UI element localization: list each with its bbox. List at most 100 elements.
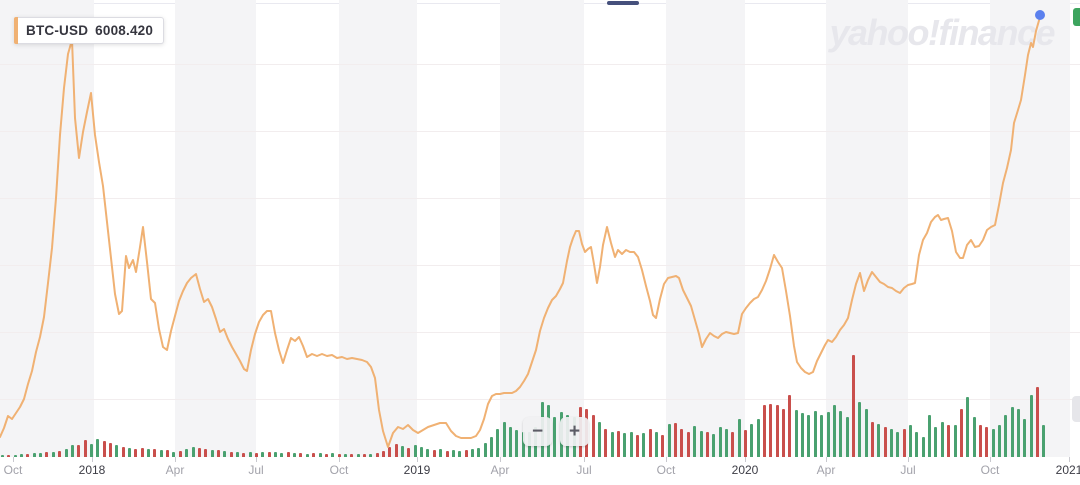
volume-bar bbox=[509, 427, 512, 457]
volume-bar bbox=[991, 429, 995, 457]
volume-bar bbox=[312, 453, 316, 457]
volume-bar bbox=[629, 432, 633, 457]
volume-bar bbox=[597, 422, 601, 457]
x-axis-tick bbox=[826, 457, 827, 462]
volume-bar bbox=[1042, 425, 1046, 457]
x-axis-tick bbox=[256, 457, 257, 462]
volume-bar bbox=[718, 427, 722, 457]
volume-bar bbox=[375, 453, 379, 457]
x-axis-tick bbox=[417, 457, 418, 462]
volume-bar bbox=[661, 435, 665, 457]
volume-bar bbox=[255, 453, 258, 457]
volume-bar bbox=[197, 448, 201, 457]
volume-bar bbox=[305, 454, 309, 457]
volume-bar bbox=[610, 432, 614, 457]
volume-bar bbox=[489, 437, 493, 457]
volume-bar bbox=[121, 447, 125, 457]
volume-bar bbox=[934, 427, 938, 457]
volume-bar bbox=[439, 449, 443, 457]
volume-bar bbox=[966, 397, 970, 457]
volume-bar bbox=[693, 426, 697, 457]
volume-bar bbox=[26, 454, 30, 457]
volume-bar bbox=[623, 433, 627, 457]
volume-bar bbox=[1, 455, 4, 457]
tooltip-accent-bar bbox=[14, 17, 18, 44]
volume-bar bbox=[407, 448, 411, 457]
volume-bar bbox=[13, 455, 17, 457]
volume-bar bbox=[756, 419, 760, 457]
volume-bar bbox=[705, 432, 709, 457]
volume-bar bbox=[794, 410, 798, 457]
volume-bar bbox=[318, 453, 322, 457]
x-axis-tick bbox=[1069, 457, 1070, 462]
x-axis-tick bbox=[13, 457, 14, 462]
volume-bar bbox=[699, 431, 703, 457]
volume-bar bbox=[166, 450, 170, 457]
volume-bar bbox=[39, 453, 43, 457]
volume-bar bbox=[997, 425, 1001, 457]
volume-bar bbox=[445, 451, 449, 457]
volume-bar bbox=[1036, 387, 1040, 457]
volume-bar bbox=[750, 424, 754, 457]
volume-bar bbox=[362, 454, 366, 457]
volume-bar bbox=[864, 409, 868, 457]
volume-bar bbox=[426, 449, 430, 457]
right-edge-handle[interactable] bbox=[1072, 396, 1080, 422]
volume-bar bbox=[128, 448, 131, 457]
volume-bar bbox=[902, 429, 906, 457]
volume-bar bbox=[324, 454, 328, 457]
volume-bar bbox=[1023, 419, 1027, 457]
x-axis-label: 2018 bbox=[78, 463, 106, 477]
quarter-band bbox=[339, 0, 417, 457]
price-line bbox=[0, 16, 1041, 448]
volume-bar bbox=[642, 433, 646, 457]
volume-bar bbox=[940, 422, 944, 457]
volume-bar bbox=[102, 441, 106, 457]
volume-bar bbox=[153, 449, 157, 457]
x-axis-label: Apr bbox=[165, 463, 185, 477]
volume-bar bbox=[280, 453, 284, 457]
volume-bar bbox=[51, 452, 55, 457]
zoom-controls: − + bbox=[523, 417, 589, 446]
volume-bar bbox=[737, 419, 741, 457]
volume-bar bbox=[655, 432, 659, 457]
volume-bar bbox=[242, 453, 246, 457]
volume-bar bbox=[343, 454, 347, 457]
x-axis-label: 2019 bbox=[403, 463, 431, 477]
top-scrollbar-thumb[interactable] bbox=[607, 1, 639, 5]
volume-bar bbox=[394, 444, 398, 457]
zoom-out-button[interactable]: − bbox=[523, 417, 552, 446]
gridline bbox=[0, 399, 1080, 400]
volume-bar bbox=[7, 455, 11, 457]
volume-bar bbox=[648, 429, 652, 457]
volume-bar bbox=[909, 425, 913, 457]
volume-bar bbox=[458, 451, 462, 457]
volume-bar bbox=[58, 451, 62, 457]
zoom-in-button[interactable]: + bbox=[560, 417, 589, 446]
volume-bar bbox=[134, 449, 138, 457]
volume-bar bbox=[235, 452, 239, 457]
volume-bar bbox=[293, 453, 297, 457]
tooltip-box: BTC-USD 6008.420 bbox=[18, 17, 165, 44]
volume-bar bbox=[915, 432, 919, 457]
volume-bar bbox=[299, 453, 303, 457]
volume-bar bbox=[1010, 407, 1014, 457]
volume-bar bbox=[89, 444, 93, 457]
volume-bar bbox=[401, 446, 405, 457]
x-axis-tick bbox=[339, 457, 340, 462]
volume-bar bbox=[496, 429, 500, 457]
volume-bar bbox=[813, 411, 817, 457]
volume-bar bbox=[553, 417, 557, 457]
volume-bar bbox=[820, 415, 824, 457]
volume-bar bbox=[483, 443, 487, 457]
volume-bar bbox=[261, 452, 265, 457]
x-axis-label: Jul bbox=[900, 463, 916, 477]
x-axis-tick bbox=[175, 457, 176, 462]
volume-bar bbox=[883, 427, 887, 457]
x-axis-tick bbox=[990, 457, 991, 462]
volume-bar bbox=[763, 405, 766, 457]
x-axis-tick bbox=[584, 457, 585, 462]
x-axis-tick bbox=[908, 457, 909, 462]
volume-bar bbox=[502, 422, 506, 457]
